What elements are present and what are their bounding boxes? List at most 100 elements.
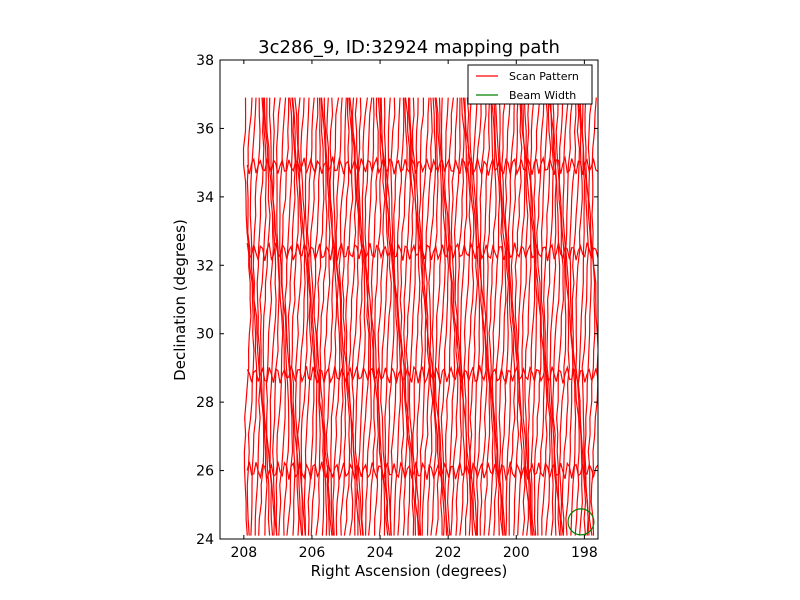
beam-width-series <box>567 508 595 536</box>
scan-line-106 <box>581 97 590 536</box>
scan-pattern-series <box>242 97 598 536</box>
y-tick-label-7: 38 <box>196 53 214 69</box>
scan-line-25 <box>323 97 331 536</box>
scan-line-13 <box>284 97 294 536</box>
scan-line-78 <box>491 97 501 536</box>
scan-line-6 <box>262 97 271 536</box>
y-tick-label-3: 30 <box>196 327 214 343</box>
scan-band-2 <box>246 241 598 262</box>
scan-line-94 <box>543 97 552 536</box>
scan-line-35 <box>354 97 364 536</box>
plot-frame <box>219 59 599 540</box>
scan-line-41 <box>374 97 383 536</box>
y-tick-label-0: 24 <box>196 532 214 548</box>
scan-line-98 <box>555 97 565 536</box>
scan-line-28 <box>332 97 341 536</box>
scan-line-40 <box>370 97 379 536</box>
y-tick-label-5: 34 <box>196 190 214 206</box>
scan-line-16 <box>294 97 303 536</box>
scan-line-22 <box>313 97 321 536</box>
scan-line-89 <box>526 97 536 536</box>
x-tick-label-3: 202 <box>435 545 462 561</box>
scan-line-14 <box>287 97 297 536</box>
x-tick-label-1: 206 <box>299 545 326 561</box>
scan-line-71 <box>469 97 479 536</box>
scan-line-0 <box>242 97 252 536</box>
scan-line-37 <box>361 97 370 536</box>
scan-line-49 <box>399 97 408 536</box>
scan-line-85 <box>514 97 523 536</box>
scan-line-3 <box>252 97 261 536</box>
scan-line-56 <box>421 97 430 536</box>
scan-line-90 <box>529 97 538 536</box>
scan-line-52 <box>408 97 417 536</box>
scan-line-5 <box>259 97 268 536</box>
scan-line-99 <box>558 97 567 536</box>
x-axis-ticks: 208 206 204 202 200 198 <box>230 60 598 561</box>
scan-line-80 <box>498 97 507 536</box>
scan-line-97 <box>552 97 561 536</box>
scan-band-0 <box>246 461 598 482</box>
beam-width-circle <box>567 508 595 536</box>
scan-line-100 <box>561 97 570 536</box>
scan-line-46 <box>389 97 399 536</box>
scan-line-2 <box>249 97 258 536</box>
legend: Scan Pattern Beam Width <box>467 64 593 105</box>
scan-line-20 <box>306 97 316 536</box>
y-tick-label-6: 36 <box>196 121 214 137</box>
scan-line-58 <box>428 97 437 536</box>
x-tick-label-2: 204 <box>367 545 394 561</box>
scan-line-38 <box>364 97 373 536</box>
scan-line-4 <box>256 97 265 536</box>
scan-line-47 <box>393 97 402 536</box>
legend-label-scan-pattern: Scan Pattern <box>509 70 579 83</box>
scan-line-60 <box>434 97 443 536</box>
scan-line-75 <box>482 97 491 536</box>
legend-label-beam-width: Beam Width <box>509 89 576 102</box>
y-tick-label-2: 28 <box>196 395 214 411</box>
scan-line-42 <box>377 97 386 536</box>
x-tick-label-4: 200 <box>503 545 530 561</box>
scan-line-104 <box>575 97 584 536</box>
y-tick-label-4: 32 <box>196 258 214 274</box>
scan-line-9 <box>272 97 280 536</box>
x-axis-label: Right Ascension (degrees) <box>311 562 508 580</box>
scan-line-82 <box>504 97 513 536</box>
y-axis-ticks: 24 26 28 30 32 34 36 38 <box>196 53 598 548</box>
scan-band-3 <box>246 155 598 176</box>
scan-line-24 <box>319 97 328 536</box>
scan-line-76 <box>486 97 494 536</box>
y-axis-label: Declination (degrees) <box>171 219 189 381</box>
scan-line-64 <box>446 97 456 536</box>
scan-line-34 <box>351 97 360 536</box>
scan-line-109 <box>590 97 598 536</box>
scan-line-23 <box>316 97 325 536</box>
scan-line-43 <box>380 97 389 536</box>
scan-line-67 <box>457 97 466 536</box>
scan-line-79 <box>494 97 504 536</box>
scan-line-62 <box>440 97 450 536</box>
x-tick-label-0: 208 <box>230 545 257 561</box>
scan-line-93 <box>540 97 548 536</box>
scan-line-103 <box>571 97 581 536</box>
scan-line-7 <box>265 97 274 536</box>
legend-box <box>467 64 593 105</box>
scan-line-15 <box>291 97 300 536</box>
scan-line-31 <box>341 97 351 536</box>
scan-line-101 <box>565 97 574 536</box>
scan-band-1 <box>246 364 598 386</box>
scan-line-84 <box>510 97 520 536</box>
scan-line-45 <box>386 97 395 536</box>
scan-line-102 <box>569 97 577 536</box>
y-tick-label-1: 26 <box>196 464 214 480</box>
scan-line-88 <box>523 97 532 536</box>
scan-line-18 <box>300 97 309 536</box>
scan-line-27 <box>329 97 338 536</box>
scan-line-107 <box>584 97 592 536</box>
scan-line-72 <box>472 97 480 536</box>
scan-line-69 <box>463 97 472 536</box>
scan-line-74 <box>479 97 488 536</box>
x-tick-label-5: 198 <box>571 545 598 561</box>
scan-line-81 <box>501 97 510 536</box>
